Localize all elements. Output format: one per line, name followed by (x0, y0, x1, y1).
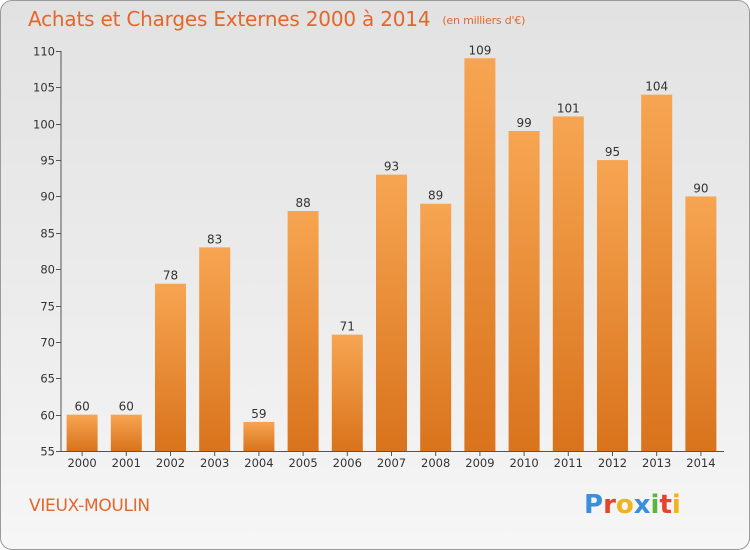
data-label: 71 (340, 320, 355, 334)
y-tick-label: 55 (40, 445, 55, 459)
x-tick-label: 2013 (642, 456, 671, 470)
x-tick-label: 2010 (509, 456, 538, 470)
x-tick-label: 2004 (244, 456, 273, 470)
bar (464, 58, 496, 451)
x-tick-label: 2007 (377, 456, 406, 470)
bar (331, 334, 363, 451)
data-label: 90 (693, 181, 708, 195)
bar (508, 131, 540, 451)
y-tick-label: 95 (40, 154, 55, 168)
bar (641, 94, 673, 452)
data-label: 59 (251, 407, 266, 421)
data-label: 109 (468, 43, 491, 57)
y-tick-label: 110 (33, 45, 55, 59)
logo-letter: i (650, 490, 660, 520)
x-tick-label: 2000 (67, 456, 96, 470)
bar (376, 174, 407, 452)
x-tick-label: 2014 (686, 456, 715, 470)
bar (66, 414, 98, 451)
data-label: 104 (645, 80, 668, 94)
bar (199, 247, 231, 451)
y-tick-label: 100 (33, 118, 55, 132)
data-label: 101 (557, 101, 580, 115)
bar (552, 116, 584, 452)
logo-letter: t (659, 490, 672, 520)
logo-letter: P (584, 490, 604, 520)
x-tick-label: 2011 (554, 456, 583, 470)
x-tick-label: 2002 (156, 456, 185, 470)
y-tick-label: 65 (40, 372, 55, 386)
x-tick-label: 2012 (598, 456, 627, 470)
y-tick-label: 60 (40, 409, 55, 423)
bar (155, 283, 186, 451)
x-tick-label: 2003 (200, 456, 229, 470)
chart-data-labels: 60 60 78 83 59 88 71 93 89 109 99 101 95 104 90 (74, 43, 708, 421)
data-label: 99 (516, 116, 531, 130)
y-tick-label: 80 (40, 263, 55, 277)
data-label: 95 (605, 145, 620, 159)
logo-letter: o (615, 490, 634, 520)
y-tick-label: 70 (40, 336, 55, 350)
logo-letter: r (603, 490, 616, 520)
y-tick-label: 75 (40, 300, 55, 314)
logo-letter: x (633, 490, 651, 520)
bar (420, 203, 452, 451)
chart-title: Achats et Charges Externes 2000 à 2014 (e… (28, 7, 525, 31)
data-label: 60 (74, 400, 89, 414)
x-tick-label: 2008 (421, 456, 450, 470)
x-tick-label: 2006 (333, 456, 362, 470)
x-tick-label: 2001 (112, 456, 141, 470)
bar (685, 196, 717, 451)
bar (243, 421, 275, 451)
chart-subtitle: (en milliers d'€) (442, 14, 526, 27)
data-label: 93 (384, 160, 399, 174)
chart-title-text: Achats et Charges Externes 2000 à 2014 (28, 7, 431, 31)
y-tick-label: 105 (33, 81, 55, 95)
y-tick-label: 90 (40, 190, 55, 204)
location-name: VIEUX-MOULIN (29, 496, 150, 516)
chart-axes: 55 60 65 70 75 80 85 90 95 100 105 110 2000 2001 2002 2… (33, 45, 724, 470)
y-tick-label: 85 (40, 227, 55, 241)
bar (110, 414, 142, 451)
bar (287, 211, 319, 451)
data-label: 89 (428, 189, 443, 203)
x-tick-label: 2005 (288, 456, 317, 470)
data-label: 60 (119, 400, 134, 414)
data-label: 88 (295, 196, 310, 210)
data-label: 78 (163, 269, 178, 283)
bar (597, 160, 628, 451)
data-label: 83 (207, 232, 222, 246)
chart-bars (66, 58, 717, 452)
proxiti-logo[interactable]: Proxiti (584, 490, 681, 520)
logo-letter: i (671, 490, 681, 520)
x-tick-label: 2009 (465, 456, 494, 470)
